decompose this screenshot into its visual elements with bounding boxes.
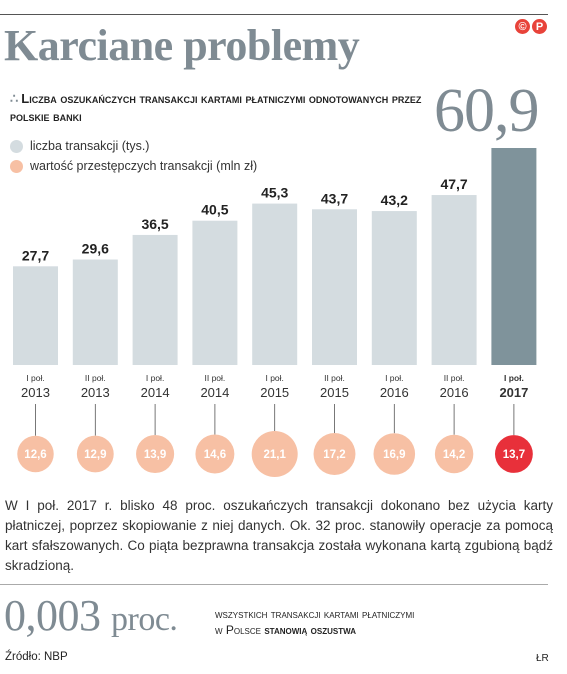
tick-period-2: I poł.	[146, 373, 164, 383]
page-title: Karciane problemy	[4, 21, 360, 70]
legend-swatch-gray	[10, 139, 23, 153]
bar-value-label-1: 29,6	[82, 241, 109, 257]
bar-0	[13, 266, 58, 365]
legend-label-value: wartość przestępczych transakcji (mln zł…	[30, 159, 258, 173]
bar-value-label-3: 40,5	[201, 202, 228, 218]
tick-period-7: II poł.	[444, 373, 465, 383]
tick-year-5: 2015	[320, 385, 349, 400]
tick-year-4: 2015	[260, 385, 289, 400]
stat-note-line2-bold: stanowią oszustwa	[264, 623, 356, 637]
bar-4	[252, 203, 298, 365]
value-circle-6	[373, 433, 416, 475]
value-circle-5	[313, 433, 356, 475]
bar-2	[132, 234, 178, 365]
value-circle-0	[17, 435, 54, 473]
tick-period-1: II poł.	[85, 373, 106, 383]
stat-note: wszystkich transakcji kartami płatniczym…	[215, 606, 414, 638]
tick-period-5: II poł.	[324, 373, 345, 383]
bar-7	[431, 195, 477, 365]
chart-subtitle: ∴ Liczba oszukańczych transakcji kartami …	[10, 90, 430, 126]
tick-period-4: I poł.	[265, 373, 283, 383]
value-circle-7	[434, 434, 474, 474]
circle-value-label-0: 12,6	[24, 449, 46, 461]
publisher-logo: © P	[515, 19, 547, 34]
tick-period-0: I poł.	[26, 373, 44, 383]
legend-label-transactions: liczba transakcji (tys.)	[30, 139, 150, 153]
legend-item-value: wartość przestępczych transakcji (mln zł…	[10, 157, 257, 175]
tick-period-8: I poł.	[504, 373, 524, 383]
bar-chart: 27,7 I poł. 2013 12,6 29,6 II poł. 2013 12,9 36,…	[13, 148, 537, 477]
legend-item-transactions: liczba transakcji (tys.)	[10, 137, 257, 155]
circle-value-label-2: 13,9	[144, 449, 166, 461]
tick-year-0: 2013	[21, 385, 50, 400]
tick-year-6: 2016	[380, 385, 409, 400]
value-circle-1	[76, 435, 114, 473]
stat-value: 0,003 proc.	[4, 590, 178, 641]
bar-1	[72, 259, 118, 365]
circle-value-label-5: 17,2	[323, 449, 345, 461]
circle-value-label-8: 13,7	[503, 449, 525, 461]
stat-number: 0,003	[4, 591, 101, 640]
circle-value-label-4: 21,1	[264, 449, 287, 461]
legend-swatch-peach	[10, 159, 23, 173]
tick-period-3: II poł.	[205, 373, 226, 383]
bar-8	[491, 148, 537, 365]
bar-value-label-6: 43,2	[381, 192, 408, 208]
value-circle-4	[251, 431, 298, 477]
bar-5	[312, 209, 357, 365]
bar-value-label-0: 27,7	[22, 247, 49, 263]
body-paragraph: W I poł. 2017 r. blisko 48 proc. oszukań…	[5, 498, 553, 573]
top-rule	[0, 14, 548, 15]
stat-note-line2-plain: w Polsce	[215, 623, 265, 637]
value-circle-2	[136, 434, 175, 474]
value-circle-8	[494, 435, 533, 473]
tick-period-6: I poł.	[385, 373, 403, 383]
bar-value-label-5: 43,7	[321, 190, 348, 206]
tick-year-8: 2017	[499, 385, 528, 400]
p-icon: P	[532, 19, 547, 34]
tick-year-7: 2016	[440, 385, 469, 400]
circle-value-label-7: 14,2	[443, 449, 465, 461]
source-note: Źródło: NBP	[5, 651, 68, 663]
stat-note-line1: wszystkich transakcji kartami płatniczym…	[215, 607, 415, 621]
bar-value-label-2: 36,5	[141, 216, 168, 232]
copyright-icon: ©	[515, 19, 530, 34]
bar-6	[371, 211, 417, 365]
stat-unit: proc.	[111, 601, 178, 638]
chart-subtitle-text: Liczba oszukańczych transakcji kartami p…	[10, 91, 422, 124]
bar-value-label-7: 47,7	[440, 176, 467, 192]
bar-3	[192, 220, 238, 365]
author-initials: ŁR	[536, 653, 549, 664]
highlight-value: 60,9	[434, 77, 539, 145]
circle-value-label-3: 14,6	[204, 449, 226, 461]
separator	[0, 584, 548, 585]
tick-year-3: 2014	[200, 385, 229, 400]
value-circle-3	[195, 434, 235, 474]
dots-icon: ∴	[10, 91, 19, 106]
circle-value-label-6: 16,9	[383, 449, 405, 461]
bar-value-label-4: 45,3	[261, 185, 288, 201]
circle-value-label-1: 12,9	[84, 449, 106, 461]
tick-year-1: 2013	[81, 385, 110, 400]
tick-year-2: 2014	[141, 385, 170, 400]
legend: liczba transakcji (tys.) wartość przestę…	[10, 137, 257, 177]
